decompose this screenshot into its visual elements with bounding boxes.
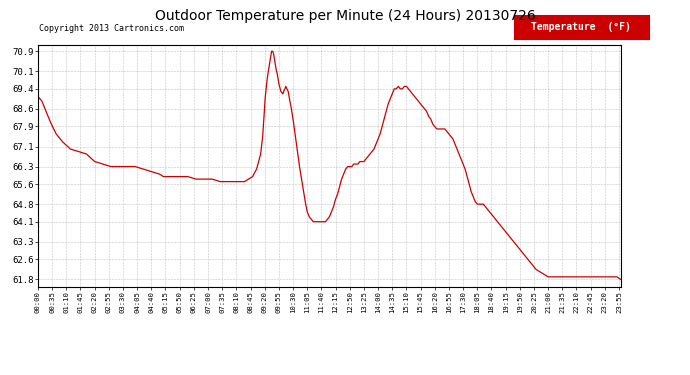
Text: Copyright 2013 Cartronics.com: Copyright 2013 Cartronics.com (39, 24, 184, 33)
Text: Outdoor Temperature per Minute (24 Hours) 20130726: Outdoor Temperature per Minute (24 Hours… (155, 9, 535, 23)
Text: Temperature  (°F): Temperature (°F) (531, 22, 631, 32)
